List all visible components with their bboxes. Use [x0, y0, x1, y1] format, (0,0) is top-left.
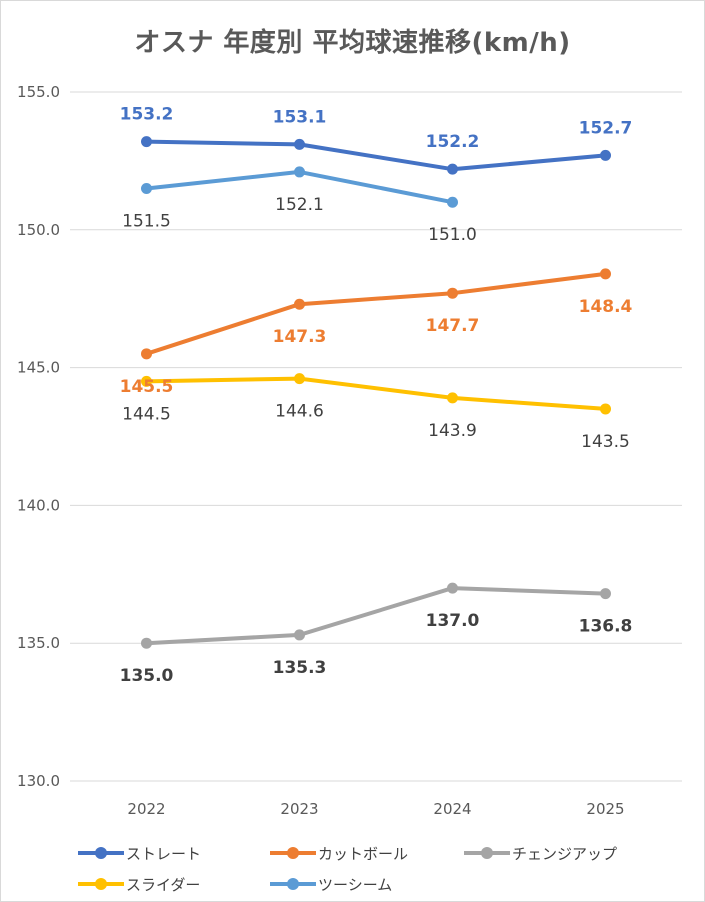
series-line-2 [144, 586, 608, 646]
x-tick-label: 2025 [586, 800, 624, 818]
series-line-1 [144, 271, 608, 356]
series-point-3 [447, 392, 458, 404]
x-tick-label: 2022 [127, 800, 165, 818]
legend-swatch [270, 842, 316, 864]
y-tick-label: 150.0 [17, 221, 60, 239]
series-point-4 [447, 196, 458, 208]
y-tick-label: 155.0 [17, 83, 60, 101]
data-label: 143.5 [581, 432, 630, 452]
legend-swatch [78, 842, 124, 864]
series-point-1 [600, 268, 611, 280]
data-label: 145.5 [120, 377, 174, 397]
series-point-0 [141, 136, 152, 148]
series-point-1 [447, 287, 458, 299]
data-label: 135.0 [120, 666, 174, 686]
data-label: 144.5 [122, 404, 171, 424]
legend-item: ストレート [78, 842, 201, 864]
legend-label: ストレート [126, 844, 202, 863]
data-label: 152.7 [579, 118, 633, 138]
series-point-2 [141, 637, 152, 649]
data-label: 148.4 [579, 297, 633, 317]
series-point-1 [294, 298, 305, 310]
y-tick-label: 135.0 [17, 634, 60, 652]
data-label: 151.5 [122, 211, 171, 231]
data-label: 152.2 [426, 132, 480, 152]
series-point-0 [600, 149, 611, 161]
y-tick-label: 145.0 [17, 359, 60, 377]
series-point-2 [294, 629, 305, 641]
data-label: 147.7 [426, 316, 480, 336]
legend-swatch [464, 842, 510, 864]
legend-item: ツーシーム [270, 873, 392, 895]
data-label: 144.6 [275, 402, 324, 422]
legend-item: カットボール [270, 842, 408, 864]
x-tick-label: 2024 [433, 800, 471, 818]
series-point-3 [294, 373, 305, 385]
legend-swatch [270, 873, 316, 895]
series-point-2 [600, 588, 611, 600]
legend-swatch [78, 873, 124, 895]
series-point-4 [141, 182, 152, 194]
y-tick-label: 130.0 [17, 772, 60, 790]
data-label: 143.9 [428, 421, 477, 441]
series-line-3 [144, 376, 608, 411]
data-label: 153.2 [120, 105, 174, 125]
series-point-1 [141, 348, 152, 360]
data-label: 152.1 [275, 195, 324, 215]
series-point-4 [294, 166, 305, 178]
series-point-0 [447, 163, 458, 175]
chart-title: オスナ 年度別 平均球速推移(km/h) [134, 28, 571, 58]
x-tick-label: 2023 [280, 800, 318, 818]
legend-label: カットボール [318, 844, 409, 863]
y-tick-label: 140.0 [17, 496, 60, 514]
data-label: 137.0 [426, 611, 480, 631]
series-point-2 [447, 582, 458, 594]
data-label: 153.1 [273, 107, 327, 127]
data-label: 147.3 [273, 327, 327, 347]
series-point-3 [600, 403, 611, 415]
series-point-3 [141, 375, 152, 387]
series-line-0 [144, 139, 608, 172]
legend-item: スライダー [78, 873, 200, 895]
legend-label: ツーシーム [318, 875, 393, 894]
legend-label: スライダー [126, 875, 201, 894]
data-label: 151.0 [428, 225, 477, 245]
legend-item: チェンジアップ [464, 842, 617, 864]
data-label: 135.3 [273, 658, 327, 678]
data-label: 136.8 [579, 617, 633, 637]
legend-label: チェンジアップ [512, 844, 618, 863]
series-point-0 [294, 138, 305, 150]
